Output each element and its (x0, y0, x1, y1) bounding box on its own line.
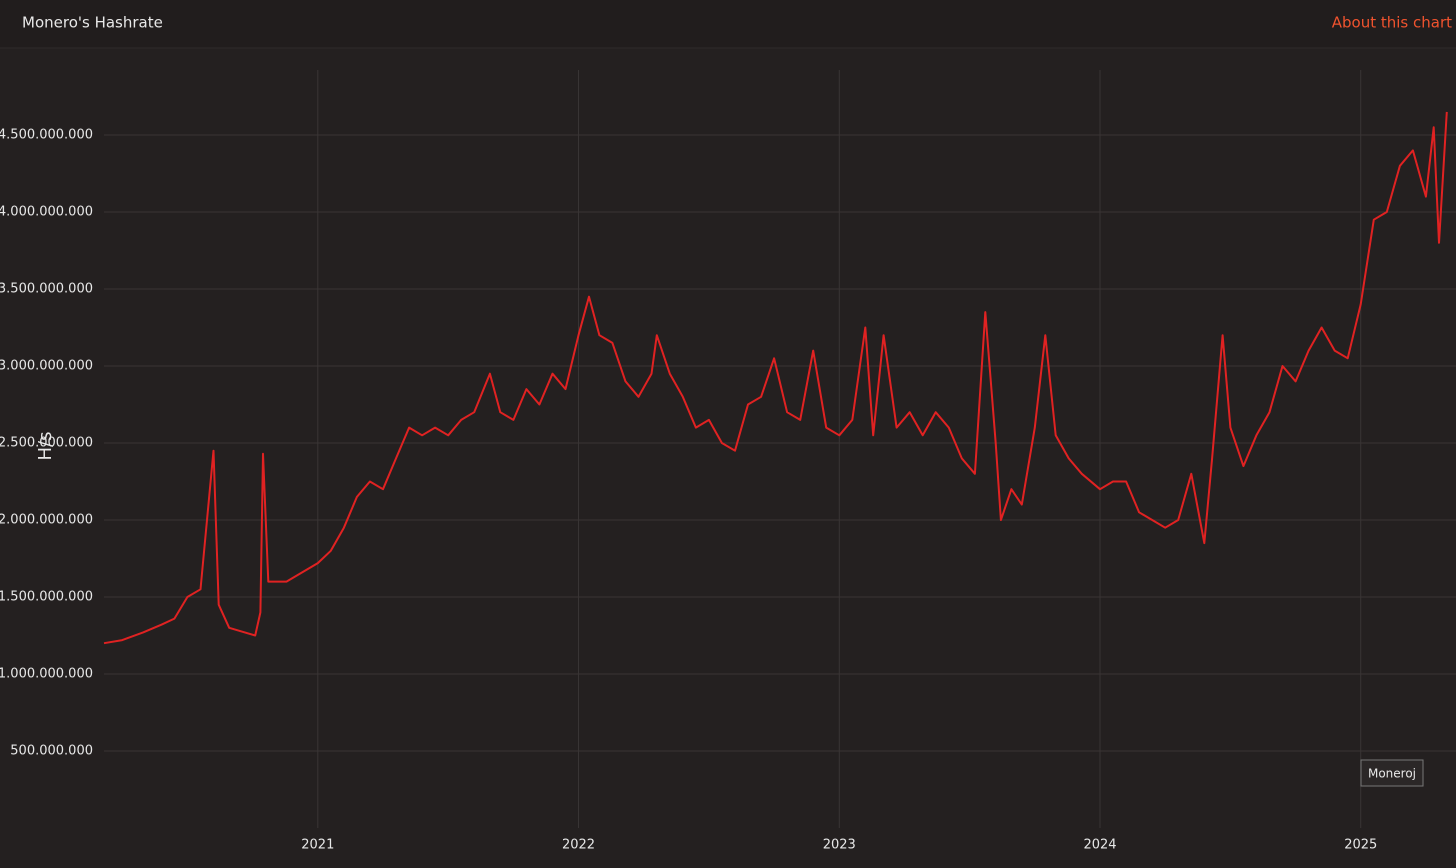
y-tick-label: 4.500.000.000 (0, 128, 93, 143)
y-tick-label: 4.000.000.000 (0, 205, 93, 220)
y-tick-label: 3.000.000.000 (0, 359, 93, 374)
y-tick-label: 2.500.000.000 (0, 436, 93, 451)
x-tick-label: 2024 (1083, 838, 1116, 853)
header-bar (0, 0, 1456, 48)
y-tick-label: 1.000.000.000 (0, 667, 93, 682)
y-axis-title: H/s (35, 432, 56, 461)
hashrate-line (103, 111, 1448, 645)
annotation: Moneroj (1368, 767, 1416, 781)
x-tick-label: 2022 (562, 838, 595, 853)
chart-title: Monero's Hashrate (22, 14, 163, 32)
x-tick-label: 2021 (301, 838, 334, 853)
y-tick-label: 2.000.000.000 (0, 513, 93, 528)
y-tick-label: 1.500.000.000 (0, 590, 93, 605)
annotation-box (1360, 759, 1424, 787)
x-tick-label: 2025 (1344, 838, 1377, 853)
x-tick-label: 2023 (823, 838, 856, 853)
y-tick-label: 3.500.000.000 (0, 282, 93, 297)
y-tick-label: 500.000.000 (10, 744, 93, 759)
about-link[interactable]: About this chart (1332, 14, 1452, 32)
